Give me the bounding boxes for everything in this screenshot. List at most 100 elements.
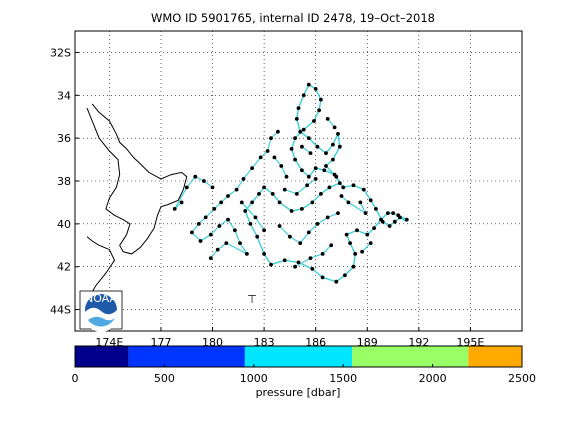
trajectory-segment — [255, 217, 265, 231]
profile-point — [353, 252, 358, 256]
profile-point — [289, 147, 294, 151]
profile-point — [313, 166, 318, 171]
map-frame — [74, 30, 523, 332]
lat-tick-label: 42 — [57, 261, 71, 274]
profile-point — [262, 228, 266, 233]
profile-point — [368, 198, 373, 203]
profile-point — [277, 224, 282, 228]
trajectory-segment — [344, 266, 354, 276]
colorbar-tick-labels: 0 500 1000 1500 2000 2500 — [72, 364, 536, 385]
trajectory-segment — [363, 189, 372, 201]
profile-point — [243, 209, 248, 213]
profile-point — [288, 234, 292, 239]
trajectory-segment — [289, 236, 301, 244]
profile-point — [313, 87, 318, 91]
profile-point — [374, 207, 378, 211]
trajectory-segment — [359, 202, 367, 214]
trajectory-segment — [205, 208, 215, 218]
profile-point — [331, 157, 335, 162]
trajectory-segment — [280, 165, 288, 177]
deployment-marker: ⊤ — [247, 293, 257, 306]
profile-point — [322, 168, 327, 173]
profile-point — [341, 185, 346, 190]
figure-title: WMO ID 5901765, internal ID 2478, 19–Oct… — [151, 11, 435, 25]
trajectory-segment — [200, 234, 212, 242]
profile-point — [313, 177, 318, 181]
trajectory-segment — [279, 225, 291, 238]
profile-point — [208, 232, 213, 237]
profile-point — [306, 82, 311, 87]
profile-point — [358, 200, 363, 205]
trajectory-segment — [301, 201, 313, 210]
profile-point — [238, 241, 242, 246]
profile-point — [184, 185, 189, 190]
profile-point — [284, 174, 289, 179]
profile-point — [305, 183, 309, 188]
profile-point — [351, 264, 356, 269]
coastline — [86, 103, 188, 302]
colorbar-tick-label: 0 — [72, 372, 79, 385]
colorbar-tick-label: 1500 — [329, 372, 357, 385]
profile-point — [298, 241, 303, 246]
profile-point — [282, 187, 287, 192]
profile-point — [293, 157, 297, 162]
trajectory-segment — [284, 259, 299, 264]
profile-point — [293, 264, 297, 269]
profile-point — [277, 200, 282, 205]
profile-point — [301, 93, 306, 98]
profile-point — [294, 192, 299, 196]
trajectory-segment — [210, 225, 220, 235]
trajectory-segment — [191, 232, 201, 242]
trajectory-segment — [349, 242, 356, 255]
trajectory-segment — [263, 253, 272, 265]
trajectory-segment — [317, 216, 329, 225]
colorbar-segment — [352, 346, 469, 367]
profile-point — [300, 144, 304, 149]
profile-point — [293, 136, 297, 141]
profile-point — [348, 241, 352, 246]
profile-point — [272, 155, 277, 160]
trajectory-segment — [303, 120, 315, 131]
trajectory-segment — [186, 176, 196, 188]
profile-point — [253, 215, 258, 220]
profile-point — [372, 226, 376, 231]
trajectory-segment — [296, 118, 301, 132]
latitude-tick-labels: 32S 34 36 38 40 42 44S — [50, 46, 71, 316]
profile-point — [257, 192, 261, 196]
trajectory-segment — [294, 257, 311, 268]
trajectory-segment — [291, 137, 296, 150]
profile-point — [301, 127, 306, 132]
profile-point — [363, 211, 368, 216]
profile-point — [368, 241, 373, 246]
profile-point — [190, 230, 194, 235]
colorbar-label: pressure [dbar] — [256, 386, 341, 399]
profile-point — [172, 207, 177, 211]
trajectory-segment — [311, 193, 322, 203]
trajectory-segment — [266, 137, 272, 152]
colorbar-segments — [75, 346, 522, 367]
trajectory-segment — [239, 242, 248, 255]
profile-point — [325, 117, 330, 121]
profile-point — [296, 260, 301, 265]
profile-point — [312, 119, 316, 123]
profile-point — [224, 241, 229, 246]
profile-point — [337, 144, 342, 149]
profile-point — [351, 183, 356, 188]
profile-point — [219, 200, 224, 205]
profile-point — [334, 174, 339, 179]
lat-tick-label: 38 — [57, 175, 71, 188]
profile-point — [310, 200, 315, 205]
profile-point — [336, 211, 340, 216]
profile-point — [320, 275, 325, 280]
profile-point — [296, 106, 301, 110]
profile-point — [282, 258, 287, 263]
trajectory-segment — [322, 276, 337, 283]
profile-point — [306, 174, 311, 179]
profile-point — [331, 142, 335, 147]
profile-point — [269, 136, 273, 141]
profile-point — [332, 125, 337, 130]
profile-point — [329, 243, 334, 248]
profile-point — [234, 187, 239, 192]
profile-point — [269, 262, 273, 267]
profile-point — [276, 129, 280, 134]
